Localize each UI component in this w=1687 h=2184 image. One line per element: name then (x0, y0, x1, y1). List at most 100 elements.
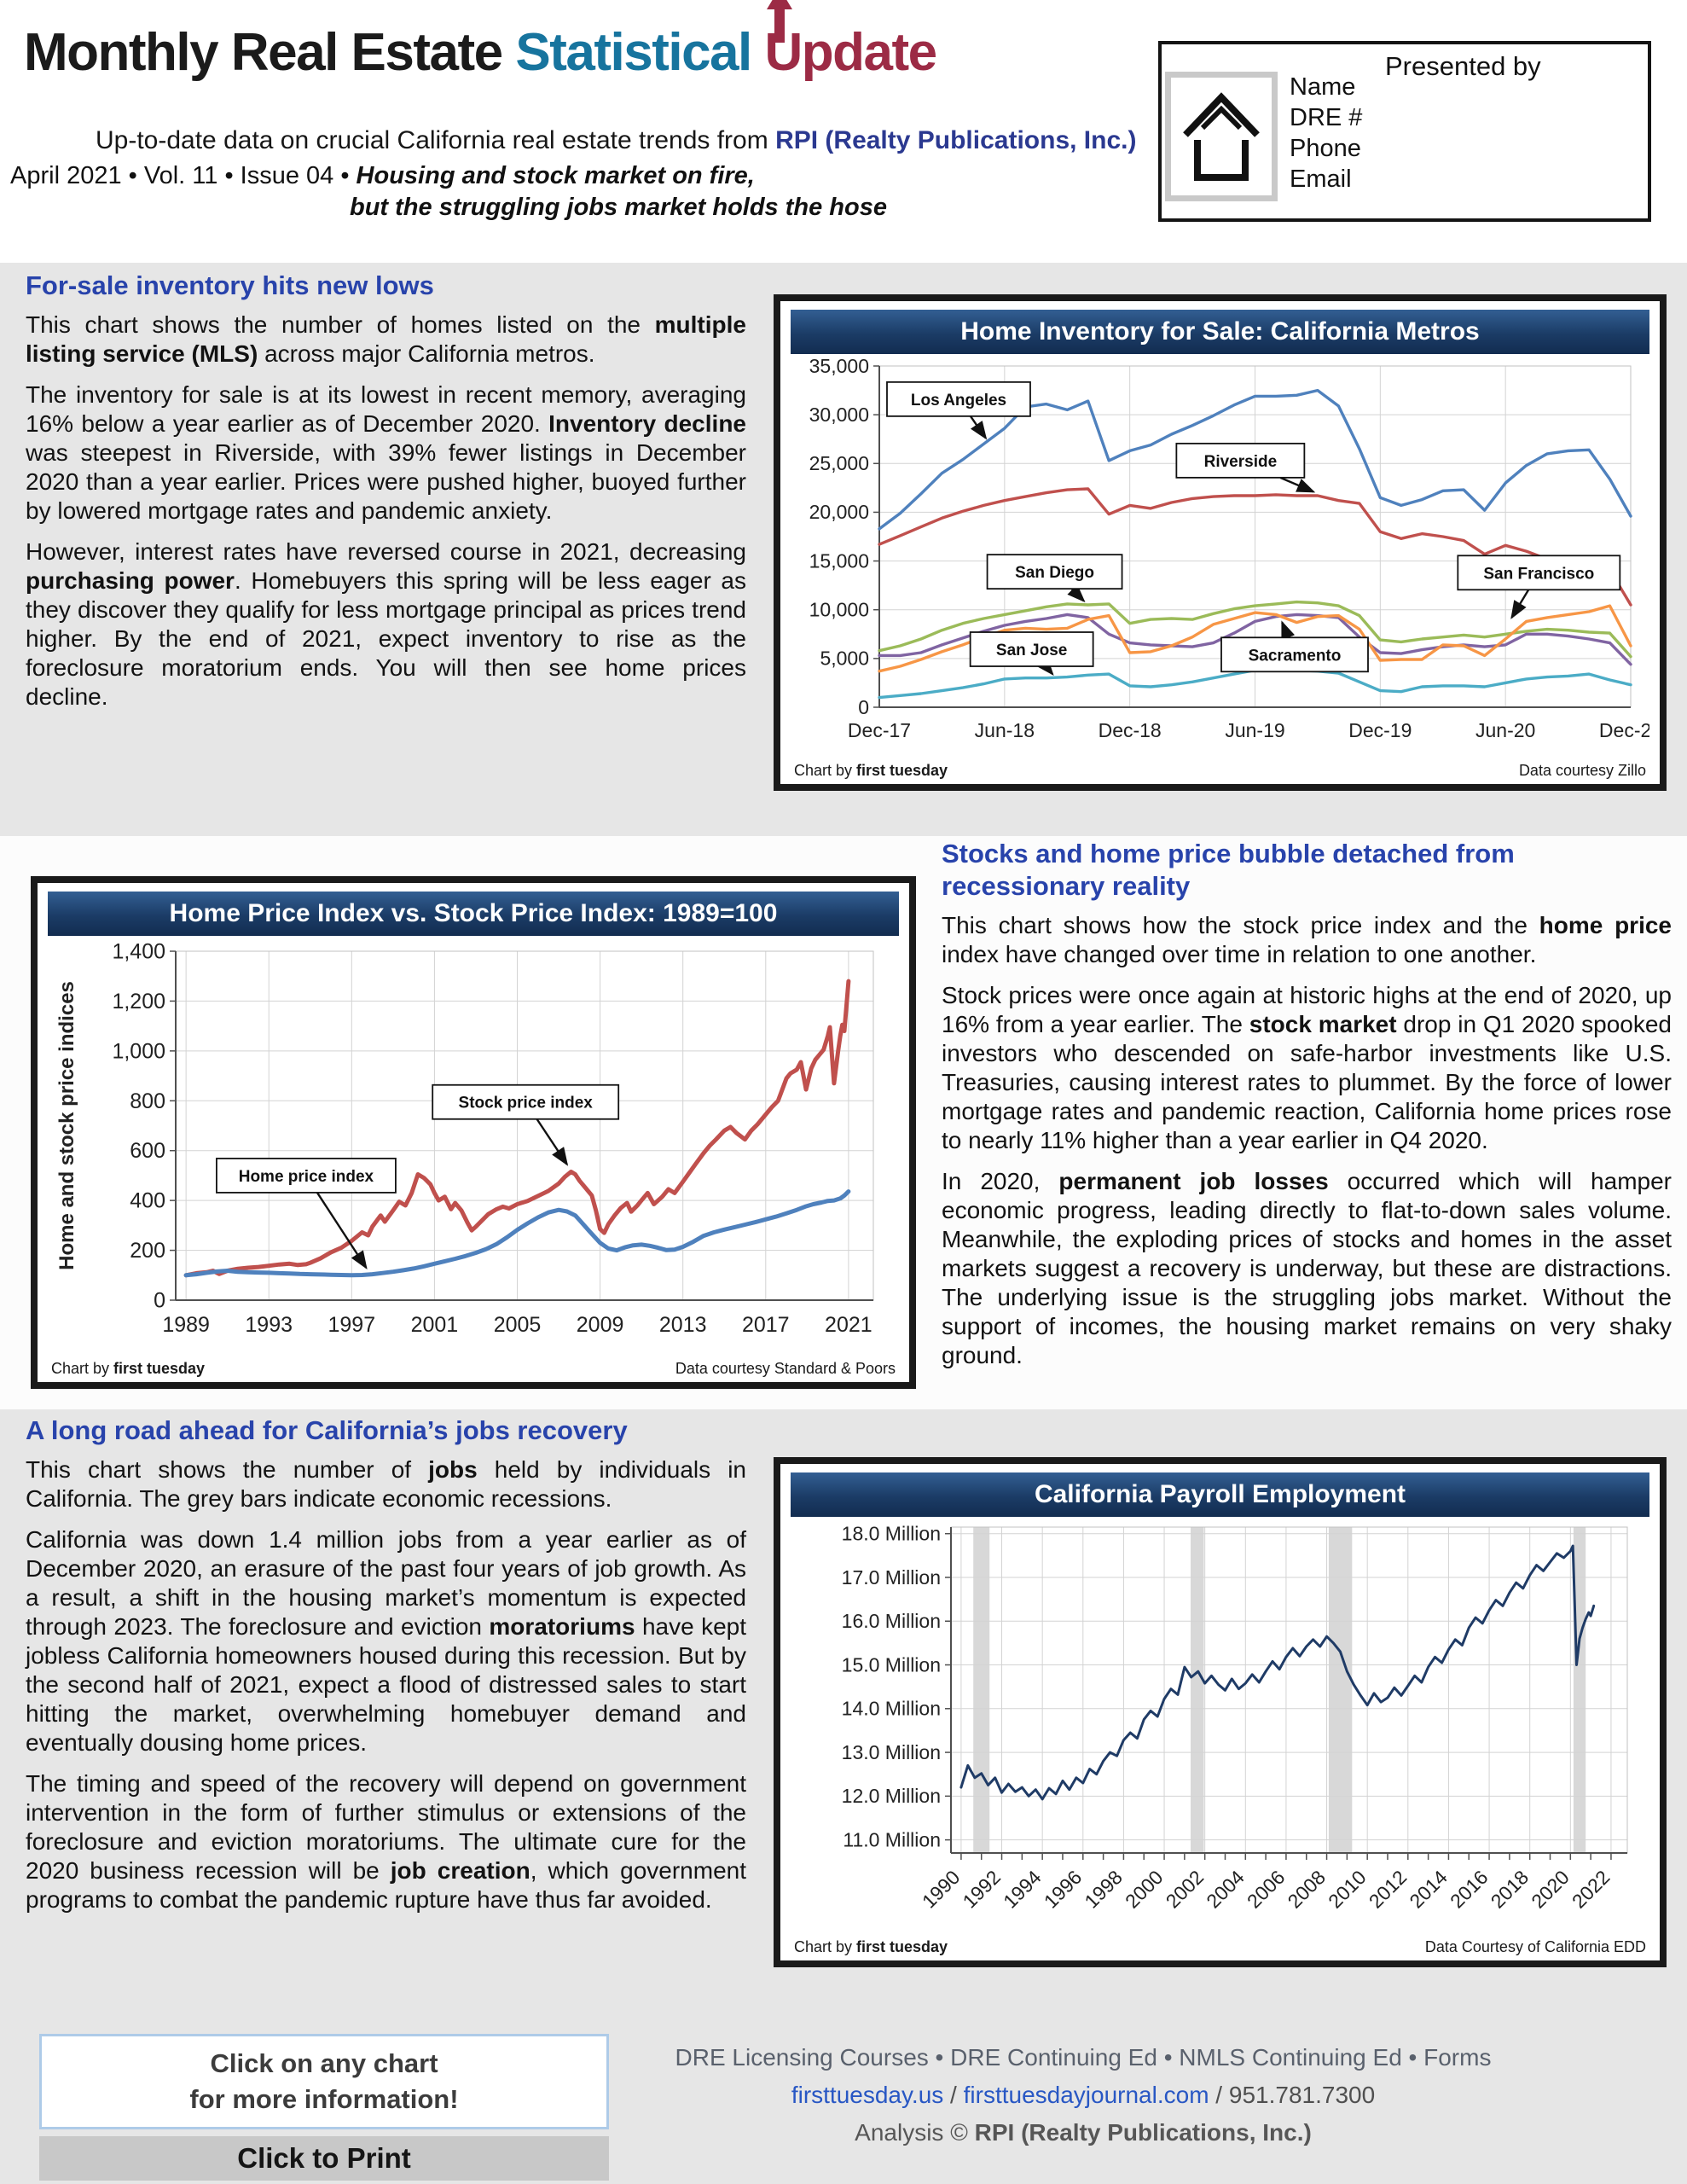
chart-plot: 11.0 Million 12.0 Million 13.0 Million 14.0… (791, 1517, 1649, 1936)
paragraph: The inventory for sale is at its lowest … (26, 381, 746, 524)
section-inventory: For-sale inventory hits new lows This ch… (26, 270, 746, 723)
svg-text:2006: 2006 (1243, 1866, 1290, 1913)
svg-text:800: 800 (130, 1089, 165, 1113)
svg-text:0: 0 (154, 1289, 165, 1313)
svg-text:1992: 1992 (959, 1866, 1006, 1913)
chart-payroll-employment[interactable]: California Payroll Employment 11.0 Milli… (774, 1457, 1667, 1967)
presented-by-label: Presented by (1385, 51, 1541, 81)
title-statistical: Statistical (515, 23, 765, 82)
svg-text:2002: 2002 (1162, 1866, 1209, 1913)
svg-text:Sacramento: Sacramento (1249, 647, 1342, 665)
svg-text:25,000: 25,000 (809, 452, 869, 474)
issue-headline-line2: but the struggling jobs market holds the… (350, 194, 887, 221)
title-update: Update (764, 0, 937, 83)
field-dre: DRE # (1290, 104, 1363, 131)
paragraph: The timing and speed of the recovery wil… (26, 1770, 746, 1913)
svg-text:1990: 1990 (918, 1866, 965, 1913)
section-heading: Stocks and home price bubble detached fr… (942, 839, 1515, 901)
svg-text:Home and stock price indices: Home and stock price indices (55, 981, 78, 1270)
svg-text:2009: 2009 (577, 1313, 624, 1337)
chart-plot: 0 200 400 600 800 1,000 1,200 1,400 1989 1993 1997… (48, 936, 899, 1357)
svg-text:1998: 1998 (1080, 1866, 1127, 1913)
chart-title: Home Price Index vs. Stock Price Index: … (48, 892, 899, 936)
chart-home-inventory[interactable]: Home Inventory for Sale: California Metr… (774, 294, 1667, 791)
svg-text:San Francisco: San Francisco (1483, 565, 1594, 583)
svg-text:11.0 Million: 11.0 Million (843, 1828, 941, 1850)
footer-publisher-block: DRE Licensing Courses • DRE Continuing E… (495, 2044, 1672, 2146)
svg-text:15,000: 15,000 (809, 549, 869, 572)
paragraph: However, interest rates have reversed co… (26, 538, 746, 710)
svg-text:1997: 1997 (328, 1313, 376, 1337)
svg-text:20,000: 20,000 (809, 501, 869, 523)
chart-captions: Chart by first tuesday Data Courtesy of … (791, 1936, 1649, 1956)
section-heading: A long road ahead for California’s jobs … (26, 1415, 628, 1445)
svg-text:2014: 2014 (1405, 1866, 1452, 1913)
svg-text:2004: 2004 (1202, 1866, 1249, 1913)
svg-text:35,000: 35,000 (809, 355, 869, 377)
svg-text:2020: 2020 (1527, 1866, 1574, 1913)
paragraph: Stock prices were once again at historic… (942, 982, 1672, 1153)
field-name: Name (1290, 73, 1356, 101)
svg-text:2000: 2000 (1121, 1866, 1168, 1913)
svg-text:2017: 2017 (742, 1313, 790, 1337)
footer-analysis-line: Analysis © RPI (Realty Publications, Inc… (855, 2119, 1312, 2146)
svg-text:2012: 2012 (1365, 1866, 1412, 1913)
svg-text:2018: 2018 (1487, 1866, 1533, 1913)
svg-text:400: 400 (130, 1189, 165, 1213)
svg-text:2022: 2022 (1568, 1866, 1615, 1913)
svg-text:2021: 2021 (825, 1313, 872, 1337)
chart-credit: Chart by first tuesday (794, 762, 948, 779)
svg-text:San Jose: San Jose (996, 642, 1067, 659)
svg-text:17.0 Million: 17.0 Million (842, 1566, 941, 1589)
svg-text:Dec-20: Dec-20 (1599, 719, 1649, 741)
chart-title: Home Inventory for Sale: California Metr… (791, 310, 1649, 354)
footer-links-line: firsttuesday.us / firsttuesdayjournal.co… (495, 2082, 1672, 2109)
svg-text:Home price index: Home price index (239, 1168, 374, 1186)
svg-text:1,200: 1,200 (112, 990, 165, 1014)
chart-plot: 0 5,000 10,000 15,000 20,000 25,000 30,000 35,0… (791, 354, 1662, 759)
section-jobs-recovery: A long road ahead for California’s jobs … (26, 1414, 746, 1926)
svg-text:2016: 2016 (1446, 1866, 1493, 1913)
svg-text:16.0 Million: 16.0 Million (842, 1610, 941, 1632)
svg-text:2013: 2013 (659, 1313, 707, 1337)
link-separator: / (1209, 2082, 1229, 2108)
svg-text:30,000: 30,000 (809, 404, 869, 426)
svg-text:1989: 1989 (162, 1313, 210, 1337)
title-monthly-real-estate: Monthly Real Estate (24, 23, 516, 82)
agent-contact-fields: Name DRE # Phone Email (1290, 72, 1362, 195)
chart-price-index[interactable]: Home Price Index vs. Stock Price Index: … (31, 876, 916, 1389)
link-firsttuesday-us[interactable]: firsttuesday.us (791, 2082, 944, 2108)
svg-text:Riverside: Riverside (1204, 453, 1278, 471)
svg-text:0: 0 (858, 696, 869, 718)
presented-by-box: Presented by Name DRE # Phone Email (1158, 41, 1651, 222)
paragraph: This chart shows the number of jobs held… (26, 1456, 746, 1512)
svg-text:Los Angeles: Los Angeles (911, 392, 1006, 410)
section-heading: For-sale inventory hits new lows (26, 270, 434, 300)
svg-text:13.0 Million: 13.0 Million (842, 1741, 941, 1763)
svg-text:10,000: 10,000 (809, 599, 869, 621)
paragraph: This chart shows the number of homes lis… (26, 311, 746, 367)
paragraph: This chart shows how the stock price ind… (942, 912, 1672, 967)
issue-headline-line1: Housing and stock market on fire, (356, 162, 755, 189)
footer-phone: 951.781.7300 (1228, 2082, 1376, 2108)
svg-text:Jun-20: Jun-20 (1475, 719, 1535, 741)
issue-line: April 2021 • Vol. 11 • Issue 04 • Housin… (10, 162, 755, 189)
svg-text:2010: 2010 (1324, 1866, 1371, 1913)
svg-text:1996: 1996 (1040, 1866, 1087, 1913)
svg-text:Dec-17: Dec-17 (848, 719, 911, 741)
print-button[interactable]: Click to Print (39, 2136, 609, 2181)
svg-text:600: 600 (130, 1139, 165, 1163)
footer-rpi-brand: RPI (Realty Publications, Inc.) (974, 2119, 1312, 2146)
svg-text:1994: 1994 (999, 1866, 1046, 1913)
svg-text:Stock price index: Stock price index (459, 1095, 594, 1112)
paragraph: California was down 1.4 million jobs fro… (26, 1526, 746, 1756)
masthead-title: Monthly Real Estate Statistical Update (24, 0, 937, 83)
svg-text:14.0 Million: 14.0 Million (842, 1698, 941, 1720)
svg-text:Jun-18: Jun-18 (975, 719, 1035, 741)
rpi-brand: RPI (Realty Publications, Inc.) (775, 126, 1137, 154)
link-firsttuesdayjournal[interactable]: firsttuesdayjournal.com (963, 2082, 1209, 2108)
svg-text:15.0 Million: 15.0 Million (842, 1653, 941, 1676)
masthead-subtitle: Up-to-date data on crucial California re… (96, 126, 1137, 154)
chart-credit: Chart by first tuesday (794, 1938, 948, 1955)
